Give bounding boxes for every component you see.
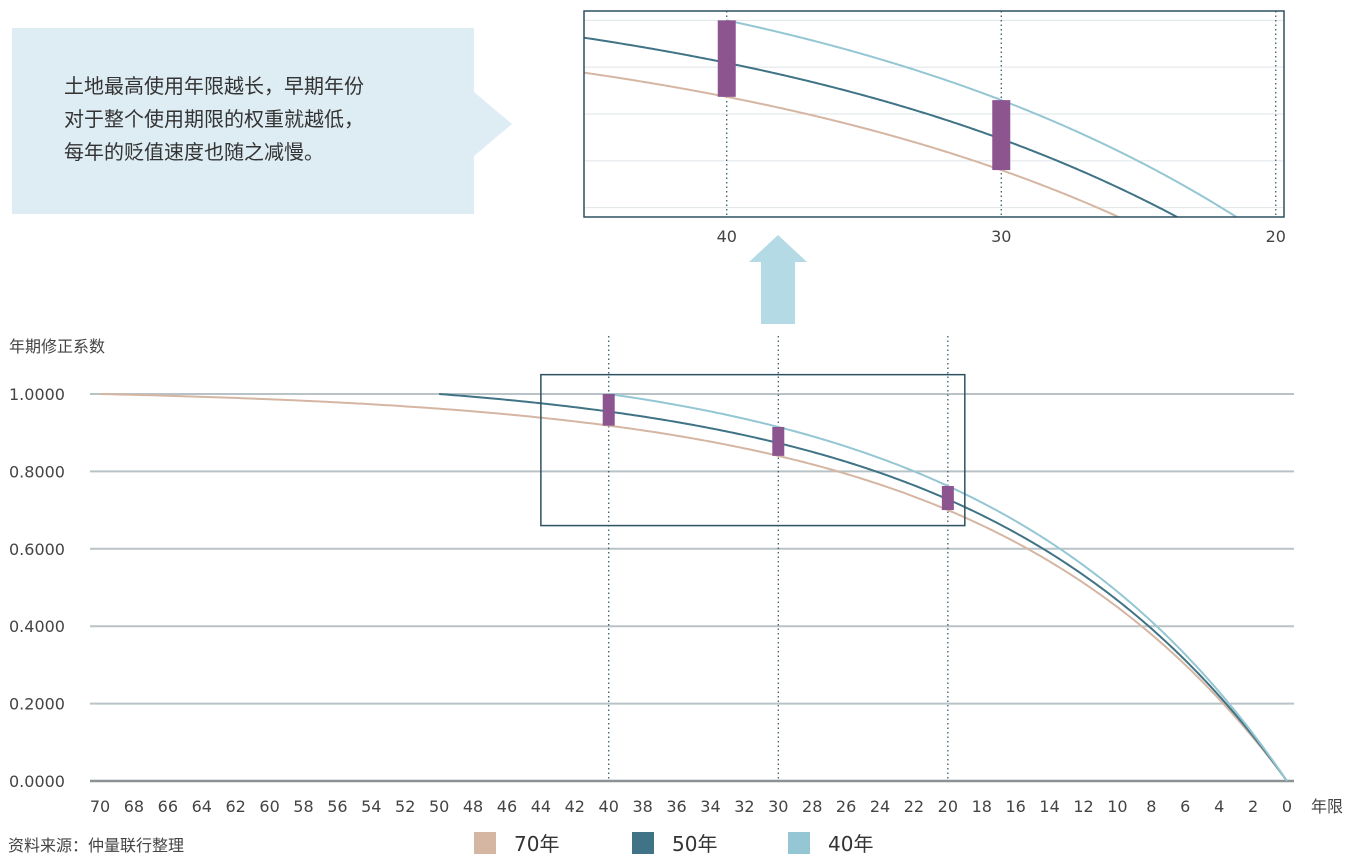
- x-tick-label: 6: [1180, 797, 1190, 816]
- marker-bar: [941, 485, 954, 511]
- x-tick-label: 56: [327, 797, 347, 816]
- up-arrow-icon: [749, 235, 807, 324]
- legend-label: 50年: [672, 832, 718, 856]
- x-tick-label: 30: [768, 797, 788, 816]
- legend-label: 70年: [514, 832, 560, 856]
- inset-chart: 40 30 20: [583, 10, 1286, 301]
- x-tick-label: 24: [870, 797, 890, 816]
- y-tick-label: 0.4000: [9, 617, 65, 636]
- y-tick-label: 0.6000: [9, 540, 65, 559]
- zoom-region-box: [540, 373, 966, 527]
- series-line-50: [439, 393, 1288, 782]
- inset-x-tick-label: 20: [1266, 227, 1286, 246]
- x-tick-label: 28: [802, 797, 822, 816]
- x-tick-label: 54: [361, 797, 381, 816]
- inset-plot: [584, 19, 1285, 301]
- x-tick-label: 42: [565, 797, 585, 816]
- legend-swatch: [632, 831, 654, 854]
- y-tick-label: 0.0000: [9, 772, 65, 791]
- x-tick-label: 34: [700, 797, 720, 816]
- x-tick-label: 70: [90, 797, 110, 816]
- x-tick-label: 20: [938, 797, 958, 816]
- x-tick-label: 10: [1107, 797, 1127, 816]
- x-axis-label: 年限: [1311, 797, 1343, 816]
- legend-item-50: 50年: [632, 828, 717, 857]
- x-tick-label: 46: [497, 797, 517, 816]
- x-tick-label: 12: [1073, 797, 1093, 816]
- inset-x-tick-label: 30: [991, 227, 1011, 246]
- inset-series-line-50: [584, 36, 1180, 217]
- x-tick-label: 18: [972, 797, 992, 816]
- inset-marker-bar: [1267, 243, 1285, 301]
- x-tick-label: 22: [904, 797, 924, 816]
- x-tick-label: 58: [293, 797, 313, 816]
- inset-marker-bar: [717, 20, 736, 97]
- x-tick-label: 62: [225, 797, 245, 816]
- x-tick-label: 68: [124, 797, 144, 816]
- callout-line: 每年的贬值速度也随之减慢。: [64, 140, 324, 164]
- x-tick-label: 48: [463, 797, 483, 816]
- x-tick-label: 32: [734, 797, 754, 816]
- legend-swatch: [788, 831, 810, 854]
- x-tick-label: 4: [1214, 797, 1224, 816]
- y-tick-label: 0.8000: [9, 462, 65, 481]
- callout-line: 对于整个使用期限的权重就越低，: [64, 107, 364, 131]
- callout-box: [12, 28, 512, 214]
- x-tick-label: 44: [531, 797, 551, 816]
- series-line-70: [99, 393, 1288, 782]
- inset-frame: [583, 10, 1285, 218]
- source-note: 资料来源：仲量联行整理: [8, 836, 185, 855]
- x-tick-label: 8: [1146, 797, 1156, 816]
- legend-label: 40年: [828, 832, 874, 856]
- x-tick-label: 64: [192, 797, 212, 816]
- y-tick-label: 1.0000: [9, 385, 65, 404]
- inset-x-tick-label: 40: [717, 227, 737, 246]
- x-tick-label: 60: [259, 797, 279, 816]
- legend-swatch: [474, 831, 496, 854]
- callout-text: 土地最高使用年限越长，早期年份 对于整个使用期限的权重就越低， 每年的贬值速度也…: [64, 70, 464, 169]
- inset-series-line-40: [726, 19, 1239, 217]
- x-tick-label: 16: [1006, 797, 1026, 816]
- legend-item-40: 40年: [788, 828, 873, 857]
- inset-series-line-70: [584, 71, 1122, 217]
- x-tick-label: 26: [836, 797, 856, 816]
- x-tick-label: 14: [1039, 797, 1059, 816]
- x-tick-label: 38: [632, 797, 652, 816]
- legend-item-70: 70年: [474, 828, 559, 857]
- x-tick-label: 36: [666, 797, 686, 816]
- x-tick-label: 2: [1248, 797, 1258, 816]
- marker-bar: [772, 426, 785, 456]
- marker-bar: [602, 394, 615, 426]
- x-tick-label: 0: [1282, 797, 1292, 816]
- callout-line: 土地最高使用年限越长，早期年份: [64, 74, 364, 98]
- y-tick-label: 0.2000: [9, 695, 65, 714]
- x-tick-label: 52: [395, 797, 415, 816]
- x-tick-label: 40: [599, 797, 619, 816]
- x-tick-label: 50: [429, 797, 449, 816]
- y-axis-label: 年期修正系数: [9, 337, 105, 356]
- inset-marker-bar: [992, 100, 1011, 171]
- x-tick-label: 66: [158, 797, 178, 816]
- series-line-40: [608, 393, 1288, 782]
